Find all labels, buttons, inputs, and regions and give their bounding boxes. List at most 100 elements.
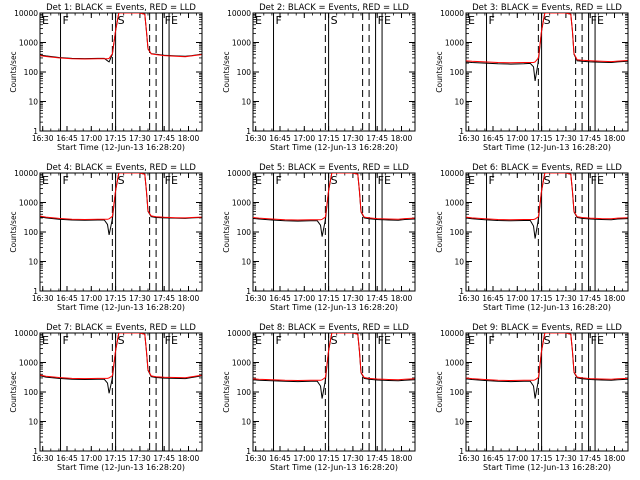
lld-series-line <box>466 333 628 382</box>
panel-title: Det 5: BLACK = Events, RED = LLD <box>259 163 409 173</box>
region-label: S <box>544 174 551 187</box>
series-group <box>466 333 628 399</box>
y-axis-label: Counts/sec <box>9 51 18 92</box>
panel-title: Det 2: BLACK = Events, RED = LLD <box>259 3 409 13</box>
y-tick-label: 100 <box>450 388 465 397</box>
y-tick-label: 1000 <box>19 39 38 48</box>
x-tick-label: 16:45 <box>482 294 504 303</box>
x-axis-label: Start Time (12-Jun-13 16:28:20) <box>483 143 611 152</box>
y-tick-label: 10000 <box>14 169 38 178</box>
region-label: E <box>42 14 49 27</box>
x-tick-label: 17:30 <box>342 134 364 143</box>
events-series-line <box>40 333 202 394</box>
x-tick-label: 18:00 <box>391 294 413 303</box>
x-tick-label: 18:00 <box>178 454 200 463</box>
y-tick-label: 100 <box>237 228 252 237</box>
y-tick-label: 10000 <box>440 9 464 18</box>
region-label: E <box>255 14 262 27</box>
x-tick-label: 17:30 <box>555 134 577 143</box>
region-label: S <box>331 334 338 347</box>
x-tick-label: 17:45 <box>579 294 601 303</box>
x-tick-label: 17:15 <box>531 454 553 463</box>
x-tick-label: 17:00 <box>293 454 315 463</box>
region-label: E <box>597 174 604 187</box>
x-tick-label: 18:00 <box>178 134 200 143</box>
x-tick-label: 16:30 <box>245 454 267 463</box>
x-tick-label: 17:00 <box>293 134 315 143</box>
y-axis-label: Counts/sec <box>9 211 18 252</box>
region-label: E <box>597 334 604 347</box>
region-label: F <box>63 14 69 27</box>
region-label: F <box>489 14 495 27</box>
x-tick-label: 17:30 <box>129 294 151 303</box>
x-tick-label: 16:45 <box>269 294 291 303</box>
x-tick-label: 17:00 <box>506 134 528 143</box>
detector-panel-5: Det 5: BLACK = Events, RED = LLD 1 10 100 10… <box>222 163 416 312</box>
panel-title: Det 4: BLACK = Events, RED = LLD <box>46 163 196 173</box>
detector-panel-9: Det 9: BLACK = Events, RED = LLD 1 10 100 10… <box>435 323 629 472</box>
region-label: E <box>384 174 391 187</box>
y-axis-label: Counts/sec <box>9 371 18 412</box>
x-tick-label: 16:45 <box>56 454 78 463</box>
x-tick-label: 17:00 <box>80 134 102 143</box>
series-group <box>40 333 202 394</box>
x-tick-label: 16:30 <box>32 294 54 303</box>
y-axis-label: Counts/sec <box>435 211 444 252</box>
y-tick-label: 10 <box>241 98 251 107</box>
x-axis-label: Start Time (12-Jun-13 16:28:20) <box>270 463 398 472</box>
y-axis-label: Counts/sec <box>222 371 231 412</box>
x-tick-label: 17:00 <box>293 294 315 303</box>
y-tick-label: 1 <box>33 447 38 456</box>
region-label: E <box>384 14 391 27</box>
x-tick-label: 17:30 <box>555 454 577 463</box>
x-tick-label: 17:15 <box>531 294 553 303</box>
y-tick-label: 1000 <box>19 359 38 368</box>
x-axis-label: Start Time (12-Jun-13 16:28:20) <box>270 303 398 312</box>
region-label: F <box>276 334 282 347</box>
y-tick-label: 1 <box>33 127 38 136</box>
y-tick-label: 10 <box>241 258 251 267</box>
y-axis-label: Counts/sec <box>435 371 444 412</box>
region-label: F <box>591 14 597 27</box>
y-tick-label: 1000 <box>232 199 251 208</box>
x-tick-label: 16:45 <box>56 134 78 143</box>
lld-series-line <box>40 173 202 221</box>
x-tick-label: 18:00 <box>604 134 626 143</box>
x-tick-label: 17:30 <box>342 454 364 463</box>
y-axis-label: Counts/sec <box>435 51 444 92</box>
y-tick-label: 1000 <box>232 39 251 48</box>
x-tick-label: 17:45 <box>366 454 388 463</box>
region-label: E <box>384 334 391 347</box>
detector-panel-1: Det 1: BLACK = Events, RED = LLD 1 10 100 10… <box>9 3 203 152</box>
x-tick-label: 18:00 <box>178 294 200 303</box>
x-tick-label: 16:45 <box>482 454 504 463</box>
y-tick-label: 10000 <box>440 169 464 178</box>
lld-series-line <box>466 13 628 64</box>
detector-panel-8: Det 8: BLACK = Events, RED = LLD 1 10 100 10… <box>222 323 416 472</box>
y-tick-label: 10000 <box>14 9 38 18</box>
x-tick-label: 17:30 <box>555 294 577 303</box>
x-tick-label: 16:30 <box>458 294 480 303</box>
region-label: E <box>468 14 475 27</box>
y-tick-label: 10 <box>28 418 38 427</box>
series-group <box>253 333 415 399</box>
x-tick-label: 16:30 <box>32 134 54 143</box>
y-tick-label: 10000 <box>227 9 251 18</box>
y-tick-label: 100 <box>24 228 39 237</box>
series-group <box>253 173 415 237</box>
x-tick-label: 17:45 <box>153 454 175 463</box>
y-tick-label: 1 <box>246 287 251 296</box>
x-axis-label: Start Time (12-Jun-13 16:28:20) <box>483 463 611 472</box>
region-label: F <box>276 174 282 187</box>
y-tick-label: 10 <box>241 418 251 427</box>
x-tick-label: 17:15 <box>105 294 127 303</box>
x-tick-label: 16:30 <box>458 454 480 463</box>
region-label: F <box>378 174 384 187</box>
region-label: F <box>276 14 282 27</box>
x-tick-label: 18:00 <box>391 134 413 143</box>
y-axis-label: Counts/sec <box>222 211 231 252</box>
x-tick-label: 16:30 <box>32 454 54 463</box>
region-label: E <box>255 174 262 187</box>
events-series-line <box>253 333 415 399</box>
